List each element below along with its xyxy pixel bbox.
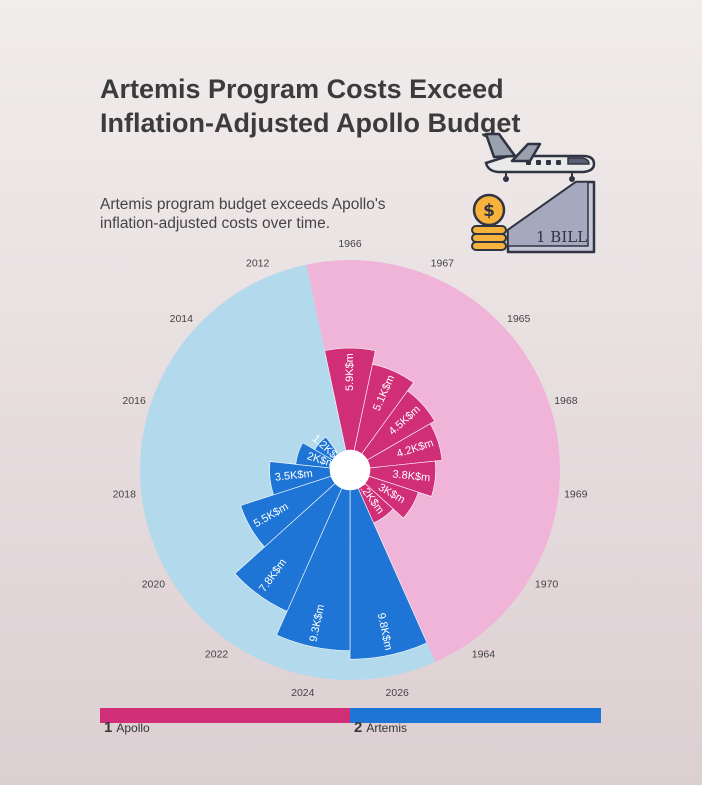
- angular-tick-label: 2026: [386, 687, 410, 699]
- angular-tick-label: 2020: [142, 579, 166, 591]
- angular-tick-label: 2012: [246, 258, 270, 270]
- angular-tick-label: 2014: [170, 313, 194, 325]
- legend-swatch-artemis: [350, 708, 601, 723]
- angular-tick-label: 2016: [122, 395, 146, 407]
- angular-tick-label: 2024: [291, 687, 315, 699]
- angular-tick-label: 1968: [554, 395, 578, 407]
- angular-tick-label: 1966: [338, 238, 362, 250]
- rising-ramp-icon: 1 BILL: [506, 180, 596, 254]
- legend-label: Apollo: [116, 721, 150, 735]
- dollar-coin-stack-icon: $: [471, 193, 507, 251]
- legend-item-apollo: 1 Apollo: [104, 719, 150, 736]
- polar-bar-chart: 1966 1967 1965 1968 1969 1970 1964 2026 2024 2022…: [113, 238, 588, 699]
- illustration-label: 1 BILL: [536, 228, 587, 246]
- angular-tick-label: 2018: [113, 489, 137, 501]
- bar-value-label: 3.5K$m: [274, 468, 313, 484]
- page-title: Artemis Program Costs Exceed Inflation-A…: [100, 74, 521, 138]
- legend-number: 1: [104, 719, 113, 736]
- legend-item-artemis: 2 Artemis: [354, 719, 407, 736]
- angular-tick-label: 1967: [431, 258, 455, 270]
- legend-label: Artemis: [366, 721, 408, 735]
- angular-tick-label: 1965: [507, 313, 531, 325]
- angular-tick-label: 1964: [472, 649, 496, 661]
- budget-illustration: 1 BILL $: [471, 132, 596, 254]
- page-subtitle: Artemis program budget exceeds Apollo's …: [100, 196, 386, 232]
- legend-number: 2: [354, 719, 363, 736]
- bar-value-label: 5.9K$m: [344, 353, 356, 391]
- svg-text:$: $: [483, 201, 495, 221]
- center-hole: [330, 450, 370, 490]
- airplane-icon: [484, 132, 596, 182]
- angular-tick-label: 1969: [564, 489, 588, 501]
- angular-tick-label: 2022: [205, 649, 229, 661]
- angular-tick-label: 1970: [535, 579, 559, 591]
- bar-value-label: 3.8K$m: [392, 468, 431, 484]
- legend-swatch-apollo: [100, 708, 350, 723]
